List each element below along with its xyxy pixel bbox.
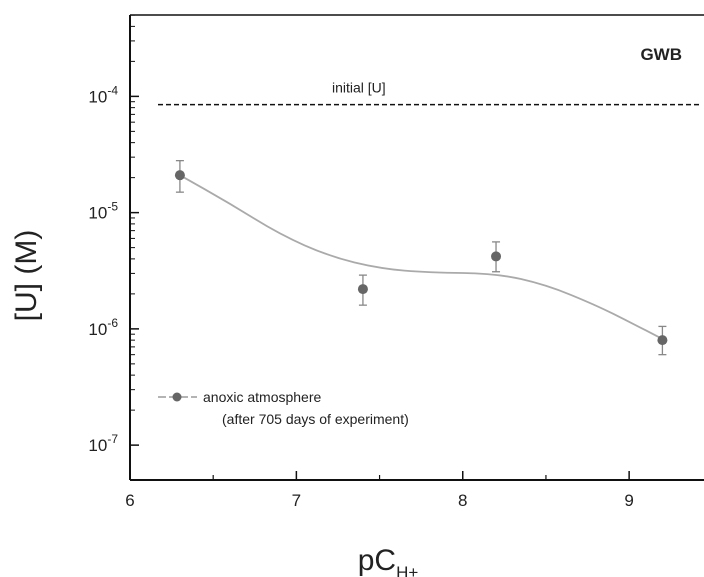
data-point-2 (357, 274, 368, 306)
y-tick-label: 10-5 (88, 200, 118, 223)
data-points-layer (174, 159, 668, 356)
y-tick-label: 10-6 (88, 316, 118, 339)
y-axis-title: [U] (M) (10, 230, 43, 322)
data-point-3 (491, 241, 502, 273)
reference-layer: initial [U] (158, 80, 702, 106)
data-point-marker (491, 251, 502, 262)
y-tick-label: 10-4 (88, 83, 118, 106)
reference-line-label: initial [U] (332, 80, 386, 96)
legend-label-line2: (after 705 days of experiment) (222, 411, 409, 427)
fit-curve (179, 174, 663, 340)
x-axis-title: pCH+ (358, 544, 419, 577)
data-point-marker (357, 284, 368, 295)
data-point-1 (174, 159, 185, 193)
x-tick-label: 6 (125, 491, 134, 510)
data-point-marker (657, 335, 668, 346)
legend-marker (172, 392, 182, 402)
y-tick-label: 10-7 (88, 432, 118, 455)
legend-label: anoxic atmosphere (203, 389, 322, 405)
x-tick-label: 7 (292, 491, 301, 510)
data-point-marker (174, 170, 185, 181)
panel-label: GWB (640, 45, 682, 64)
axes-layer (129, 14, 704, 481)
x-tick-label: 9 (624, 491, 633, 510)
labels-layer: 6 7 8 9 10-4 10-5 10-6 10-7 GWB anoxic atmosphere… (10, 45, 682, 577)
fit-curve-layer (179, 174, 663, 340)
data-point-4 (657, 325, 668, 356)
x-tick-label: 8 (458, 491, 467, 510)
